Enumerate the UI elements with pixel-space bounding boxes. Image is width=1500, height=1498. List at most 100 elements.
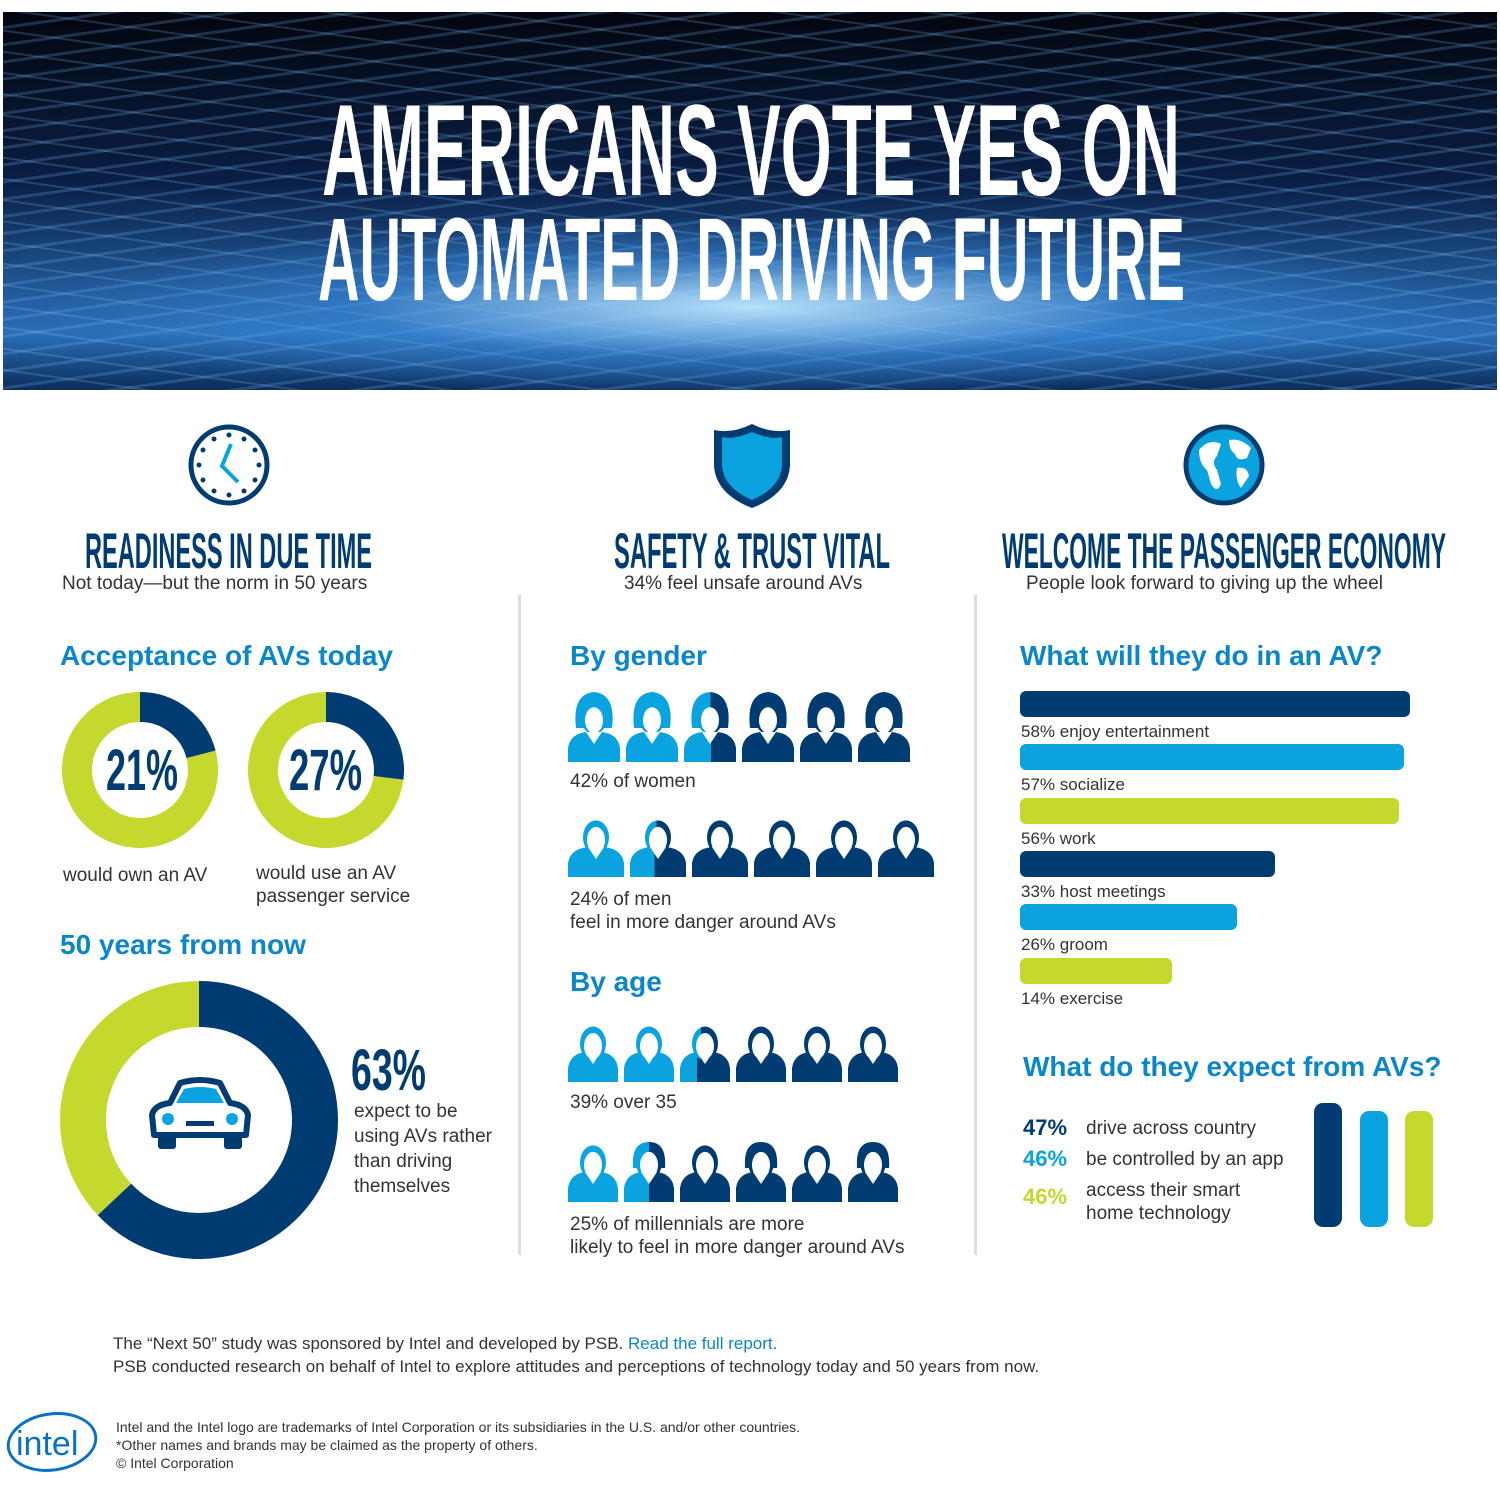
activity-bar [1020, 744, 1405, 771]
donut-own-av-label: 21% [106, 740, 178, 796]
person-icon [858, 692, 910, 762]
donut-segment [248, 692, 404, 848]
over35-label: 39% over 35 [570, 1092, 677, 1113]
person-icon [680, 1145, 730, 1202]
divider [518, 595, 521, 1255]
future-heading: 50 years from now [60, 929, 306, 960]
section-subtitle-readiness: Not today—but the norm in 50 years [62, 573, 368, 594]
person-icon [848, 1026, 898, 1082]
section-title-safety: SAFETY & TRUST VITAL [614, 526, 890, 574]
activity-bar [1020, 797, 1399, 824]
svg-text:intel: intel [16, 1425, 78, 1463]
legal-1: Intel and the Intel logo are trademarks … [116, 1419, 801, 1435]
pictogram-millennials [568, 1142, 898, 1202]
person-icon [736, 1142, 786, 1202]
age-heading: By age [570, 966, 662, 997]
expectation-label: access their smart home technology [1086, 1180, 1241, 1224]
person-icon [568, 1145, 618, 1202]
future-caption-line: themselves [354, 1176, 451, 1197]
expectation-label: drive across country [1086, 1118, 1257, 1139]
section-title-readiness: READINESS IN DUE TIME [85, 526, 372, 574]
donut-own-av-label-wrap: 21% [106, 740, 178, 796]
divider [974, 595, 977, 1255]
section-title-safety-wrap: SAFETY & TRUST VITAL [614, 526, 890, 574]
women-label: 42% of women [570, 771, 696, 792]
acceptance-heading: Acceptance of AVs today [60, 640, 393, 671]
donut-future-label: 63% [351, 1040, 426, 1096]
legal-3: © Intel Corporation [116, 1455, 234, 1471]
section-subtitle-economy: People look forward to giving up the whe… [1026, 573, 1384, 594]
person-icon [626, 692, 678, 762]
section-subtitle-safety: 34% feel unsafe around AVs [624, 573, 863, 594]
donut-segment [97, 981, 338, 1259]
pictogram-men [568, 820, 934, 877]
person-icon [624, 1142, 674, 1202]
donut-future-label-wrap: 63% [351, 1040, 426, 1096]
car-icon [149, 1077, 251, 1149]
expectation-bar [1314, 1103, 1342, 1227]
legal-2: *Other names and brands may be claimed a… [116, 1437, 538, 1453]
person-icon [878, 820, 934, 877]
activity-bar-label: 58% enjoy entertainment [1021, 722, 1210, 741]
activity-bar-label: 56% work [1021, 828, 1096, 848]
donut-segment [139, 692, 216, 759]
activity-bar [1020, 904, 1237, 931]
millennials-label-2: likely to feel in more danger around AVs [570, 1237, 905, 1258]
activity-bar-label: 33% host meetings [1021, 881, 1166, 901]
expectation-percent: 46% [1023, 1184, 1068, 1209]
use-av-caption-2: passenger service [256, 886, 411, 907]
expectation-percent: 46% [1023, 1146, 1068, 1171]
title-line-1: AMERICANS VOTE YES ON [322, 77, 1180, 223]
future-caption-line: using AVs rather [354, 1126, 493, 1147]
gender-heading: By gender [570, 640, 707, 671]
future-caption-line: expect to be [354, 1101, 458, 1122]
title-line-2: AUTOMATED DRIVING FUTURE [318, 194, 1185, 326]
person-icon [630, 820, 686, 877]
person-icon [680, 1026, 730, 1082]
footer-line-2: PSB conducted research on behalf of Inte… [113, 1357, 1040, 1376]
person-icon [848, 1142, 898, 1202]
hero-banner: AMERICANS VOTE YES ON AUTOMATED DRIVING … [3, 12, 1497, 390]
person-icon [816, 820, 872, 877]
millennials-label-1: 25% of millennials are more [570, 1214, 805, 1235]
expectation-bar [1359, 1111, 1388, 1227]
clock-icon [188, 424, 270, 506]
section-title-economy-wrap: WELCOME THE PASSENGER ECONOMY [1002, 526, 1446, 574]
men-label-2: feel in more danger around AVs [570, 912, 836, 933]
title: AMERICANS VOTE YES ON AUTOMATED DRIVING … [318, 77, 1185, 326]
activity-bar [1020, 691, 1410, 717]
person-icon [736, 1026, 786, 1082]
expectation-bar [1405, 1111, 1433, 1227]
donut-segment [62, 692, 218, 848]
use-av-caption-1: would use an AV [256, 863, 397, 884]
person-icon [684, 692, 736, 762]
expectation-label: be controlled by an app [1086, 1149, 1284, 1170]
future-caption: expect to be using AVs rather than drivi… [354, 1099, 492, 1199]
expectation-percent: 47% [1023, 1115, 1068, 1140]
donut-future [60, 981, 338, 1259]
future-caption-line: than driving [354, 1151, 453, 1172]
donut-segment [60, 981, 200, 1216]
footer-sponsor-text: The “Next 50” study was sponsored by Int… [113, 1334, 624, 1353]
donut-use-av-label: 27% [289, 740, 362, 796]
shield-icon [714, 424, 790, 508]
intel-logo: intel [6, 1412, 98, 1472]
globe-icon [1183, 424, 1265, 506]
donut-own-av [62, 692, 218, 848]
own-av-caption: would own an AV [63, 865, 208, 886]
full-report-link[interactable]: Read the full report. [628, 1334, 778, 1353]
donut-segment [325, 692, 404, 780]
person-icon [568, 820, 624, 877]
section-title-readiness-wrap: READINESS IN DUE TIME [85, 526, 372, 574]
activity-bar [1020, 957, 1172, 984]
person-icon [754, 820, 810, 877]
person-icon [800, 692, 852, 762]
section-title-economy: WELCOME THE PASSENGER ECONOMY [1002, 526, 1446, 574]
donut-use-av-service [248, 692, 404, 848]
footer-line-1: The “Next 50” study was sponsored by Int… [113, 1334, 777, 1354]
men-label-1: 24% of men [570, 889, 672, 910]
person-icon [624, 1026, 674, 1082]
activity-bar-label: 57% socialize [1021, 775, 1125, 795]
activity-bar-label: 14% exercise [1021, 988, 1124, 1008]
activity-bar-label: 26% groom [1021, 935, 1108, 955]
